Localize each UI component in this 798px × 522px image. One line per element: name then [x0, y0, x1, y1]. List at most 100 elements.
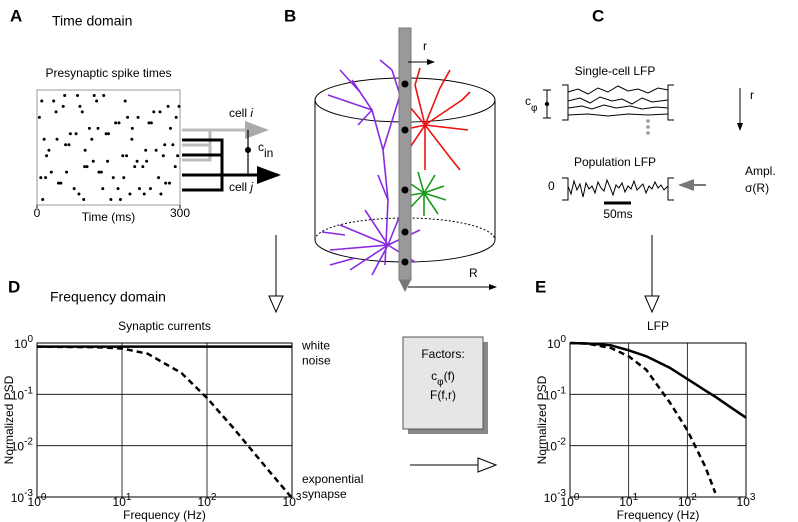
c-phi: cφ [525, 94, 538, 113]
spike [80, 110, 84, 114]
spike [164, 181, 168, 185]
cell-j: cell j [229, 180, 253, 194]
y-tick-label: 10-2 [11, 436, 34, 454]
green-neuron [403, 171, 447, 216]
spike [54, 110, 58, 114]
spike [47, 148, 51, 152]
ellipsis [646, 119, 650, 135]
spike [91, 159, 95, 163]
cell-text: cell [229, 106, 247, 120]
spike [109, 198, 113, 202]
connectors [182, 121, 281, 192]
y-axis-label: Normalized PSD [535, 375, 549, 464]
factor-c: cφ(f) [431, 369, 455, 387]
spike [148, 187, 152, 191]
factors-title: Factors: [421, 347, 464, 361]
spike [40, 99, 44, 103]
spike [136, 115, 140, 119]
y-tick-label: 10-3 [544, 488, 567, 506]
spike [168, 181, 172, 185]
spike [157, 176, 161, 180]
spike [64, 143, 68, 147]
spike [44, 176, 48, 180]
spike [63, 93, 67, 97]
x-tick-label: 103 [737, 492, 756, 510]
spike [107, 132, 110, 136]
spike [61, 104, 65, 108]
cell-text: cell [229, 180, 247, 194]
chart-title: Synaptic currents [118, 319, 211, 333]
spike [96, 126, 100, 130]
subscript: φ [437, 377, 444, 388]
spike [176, 154, 180, 158]
spike [171, 143, 175, 147]
spike [77, 192, 81, 196]
heading: Frequency domain [50, 289, 166, 305]
spike [67, 143, 71, 147]
spike [158, 110, 162, 114]
spike [152, 110, 156, 114]
spike [174, 115, 178, 119]
spike [137, 187, 141, 191]
spike [39, 176, 43, 180]
spike [121, 154, 125, 158]
spike [133, 165, 137, 169]
spike [117, 121, 121, 125]
spike [111, 176, 115, 180]
spike [97, 170, 101, 174]
plot-frame [569, 342, 747, 498]
electrode [398, 27, 412, 292]
dot [544, 101, 550, 107]
spike [99, 170, 103, 174]
population-label: Population LFP [574, 155, 656, 169]
spike [142, 192, 146, 196]
chart-title: Presynaptic spike times [45, 66, 171, 80]
plot-frame [36, 89, 181, 206]
spike [76, 93, 80, 97]
single-cell-label: Single-cell LFP [575, 64, 656, 78]
x-tick-label: 101 [619, 492, 638, 510]
x-tick-label: 102 [198, 492, 217, 510]
spike [78, 104, 82, 108]
subscript: in [264, 146, 273, 160]
x-axis-label: Time (ms) [82, 210, 136, 224]
panel-label: C [592, 6, 604, 25]
spike [130, 126, 134, 130]
spike [74, 132, 78, 136]
spike [83, 165, 87, 169]
spike [118, 198, 122, 202]
plot-frame [36, 342, 293, 498]
factor-F: F(f,r) [430, 388, 456, 402]
c-in: cin [258, 140, 273, 160]
factors-box [402, 336, 484, 430]
y-tick-label: 10-1 [11, 385, 34, 403]
series-label: exponential synapse [302, 472, 363, 501]
spike [149, 121, 153, 125]
spike [145, 159, 149, 163]
symbol: c [431, 369, 437, 383]
cell-i: cell i [229, 106, 253, 120]
spike [161, 154, 165, 158]
y-tick-label: 100 [547, 334, 566, 352]
spike [95, 99, 99, 103]
x-axis-label: Frequency (Hz) [123, 508, 206, 522]
spike [104, 132, 108, 136]
series-line [36, 345, 293, 499]
panel-label: B [284, 6, 296, 25]
symbol: c [258, 140, 264, 154]
spike [41, 198, 45, 202]
red-neuron [399, 67, 471, 171]
spike [65, 170, 69, 174]
spike [87, 126, 91, 130]
spike [45, 154, 49, 158]
spike [42, 137, 46, 141]
spike [125, 154, 129, 158]
spike [102, 93, 106, 97]
spike [101, 187, 105, 191]
panel-label: A [10, 6, 22, 25]
spike [154, 148, 158, 152]
spike [68, 132, 72, 136]
spike [90, 137, 94, 141]
arg: (f) [444, 369, 455, 383]
